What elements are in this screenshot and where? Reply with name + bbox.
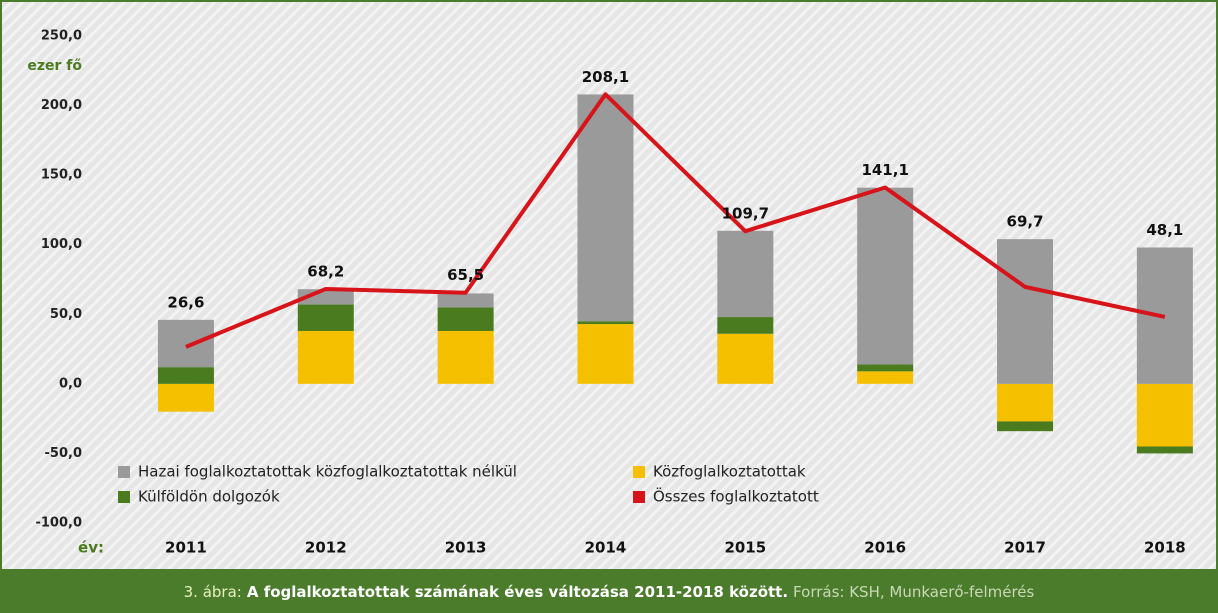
x-tick-label: 2017 bbox=[1004, 539, 1046, 557]
data-label: 26,6 bbox=[167, 293, 204, 311]
data-label: 141,1 bbox=[861, 161, 908, 179]
bar-segment bbox=[437, 307, 494, 331]
bar-segment bbox=[577, 321, 634, 325]
x-axis-label: év: bbox=[78, 539, 104, 557]
x-tick-label: 2012 bbox=[305, 539, 347, 557]
bar-segment bbox=[857, 364, 914, 372]
legend-swatch bbox=[118, 491, 130, 503]
bar-segment bbox=[1136, 383, 1193, 447]
y-tick-label: -50,0 bbox=[45, 446, 82, 461]
legend-label: Hazai foglalkoztatottak közfoglalkoztato… bbox=[138, 463, 517, 481]
bar-segment bbox=[577, 94, 634, 322]
y-tick-label: -100,0 bbox=[35, 516, 82, 531]
bar-segment bbox=[577, 324, 634, 384]
legend-swatch bbox=[633, 466, 645, 478]
y-tick-label: 0,0 bbox=[59, 376, 82, 391]
y-axis-label: ezer fő bbox=[27, 58, 82, 74]
data-label: 68,2 bbox=[307, 262, 344, 280]
x-tick-label: 2016 bbox=[864, 539, 906, 557]
data-label: 69,7 bbox=[1007, 213, 1044, 231]
y-tick-label: 150,0 bbox=[41, 168, 82, 183]
bar-segment bbox=[437, 293, 494, 308]
bar-segment bbox=[1136, 446, 1193, 454]
data-label: 109,7 bbox=[722, 204, 769, 222]
bar-segment bbox=[857, 371, 914, 384]
bar-segment bbox=[997, 239, 1054, 384]
x-tick-label: 2014 bbox=[585, 539, 627, 557]
bar-segment bbox=[857, 187, 914, 365]
y-tick-label: 200,0 bbox=[41, 98, 82, 113]
bar-segment bbox=[157, 367, 214, 384]
y-tick-label: 100,0 bbox=[41, 237, 82, 252]
legend-label: Összes foglalkoztatott bbox=[653, 487, 819, 506]
bar-segment bbox=[717, 333, 774, 384]
x-tick-label: 2013 bbox=[445, 539, 487, 557]
x-tick-label: 2011 bbox=[165, 539, 207, 557]
caption-title: A foglalkoztatottak számának éves változ… bbox=[246, 583, 789, 601]
bar-segment bbox=[997, 383, 1054, 422]
bar-segment bbox=[717, 230, 774, 318]
data-label: 208,1 bbox=[582, 68, 629, 86]
bar-segment bbox=[717, 317, 774, 334]
chart: ezer fő év: -100,0 -50,0 0,0 50,0 100,0 150,0… bbox=[0, 0, 1218, 571]
data-label: 65,5 bbox=[447, 266, 484, 284]
line bbox=[185, 92, 1166, 349]
legend-swatch bbox=[633, 491, 645, 503]
bar-segment bbox=[157, 319, 214, 368]
legend-label: Külföldön dolgozók bbox=[138, 488, 280, 506]
bar-segment bbox=[157, 383, 214, 412]
bar-segment bbox=[997, 421, 1054, 432]
x-tick-label: 2018 bbox=[1144, 539, 1186, 557]
caption-source: Forrás: KSH, Munkaerő-felmérés bbox=[793, 583, 1035, 601]
y-tick-label: 50,0 bbox=[50, 307, 82, 322]
bar-segment bbox=[437, 330, 494, 384]
y-tick-label: 250,0 bbox=[41, 29, 82, 44]
data-label: 48,1 bbox=[1146, 221, 1183, 239]
caption: 3. ábra: A foglalkoztatottak számának év… bbox=[0, 571, 1218, 613]
caption-label: 3. ábra: bbox=[183, 583, 242, 601]
bar-segment bbox=[297, 304, 354, 331]
x-tick-label: 2015 bbox=[724, 539, 766, 557]
legend-swatch bbox=[118, 466, 130, 478]
legend-label: Közfoglalkoztatottak bbox=[653, 463, 806, 481]
bar-segment bbox=[297, 330, 354, 384]
